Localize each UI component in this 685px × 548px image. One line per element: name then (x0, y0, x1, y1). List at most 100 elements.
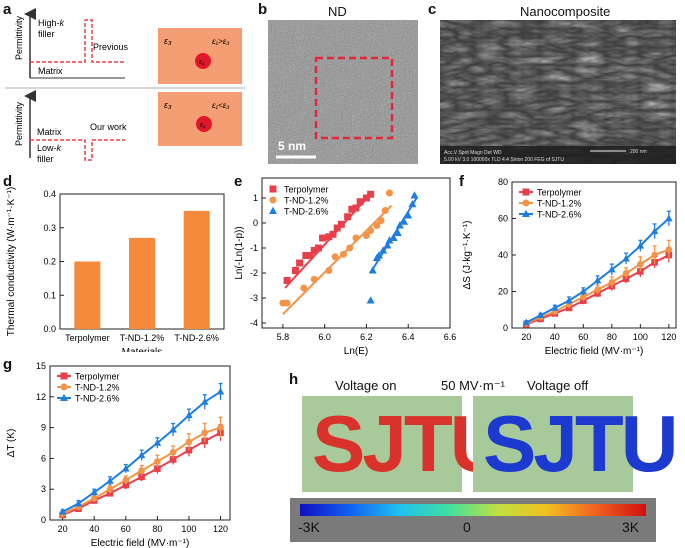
fit-line (282, 204, 393, 315)
x-tick-label: 40 (550, 332, 560, 342)
data-point (622, 254, 630, 262)
data-point (337, 220, 345, 228)
h-voltage-off: Voltage off (527, 378, 589, 393)
legend-marker (522, 199, 530, 207)
data-point (154, 465, 161, 472)
data-point (200, 397, 209, 405)
y-tick-label: 20 (498, 287, 508, 297)
a-tile-top-eps1: ε₁ (199, 59, 205, 66)
data-point (138, 467, 145, 475)
data-point (608, 279, 616, 286)
legend-label: T-ND-1.2% (284, 196, 329, 206)
x-tick-label: 6.2 (360, 332, 373, 342)
a-tile-top-rel: ε₁>ε₃ (212, 37, 229, 46)
a-bottom-filler-2: filler (37, 154, 54, 164)
data-point (310, 275, 318, 283)
data-point (185, 411, 193, 419)
data-point (579, 287, 588, 295)
legend-label: Terpolymer (75, 372, 120, 382)
panel-label-d: d (3, 173, 13, 190)
a-bottom-matrix: Matrix (37, 127, 62, 137)
thermal-image-on: SJTU (302, 396, 507, 492)
x-axis-label: Electric field (MV·m⁻¹) (545, 346, 644, 357)
a-tile-top-eps3: ε₃ (164, 36, 172, 46)
data-point (122, 476, 130, 484)
x-axis-label: Electric field (MV·m⁻¹) (91, 538, 190, 548)
chart-weibull: -4 -3 -2 -1 0 1 5.8 6.0 6.2 6.4 6.6 Ln(E) Ln(-Ln(1-p… (234, 177, 456, 357)
bar (129, 237, 155, 329)
data-point (408, 200, 417, 208)
data-point (367, 227, 375, 234)
a-top-filler-2: filler (38, 29, 55, 39)
legend-marker (60, 383, 68, 391)
data-point (329, 230, 337, 238)
y-tick-label: 0.3 (43, 223, 56, 233)
legend-marker (269, 185, 277, 193)
data-point (339, 250, 347, 258)
data-point (319, 234, 327, 242)
data-point (333, 224, 341, 232)
sem-info-line1: Acc.V Spot Magn Det WD (444, 150, 502, 156)
data-point (594, 286, 601, 293)
a-tile-top-particle (195, 53, 211, 69)
x-tick-label: 120 (213, 524, 228, 534)
x-tick-label: 100 (633, 332, 648, 342)
data-point (410, 191, 419, 199)
data-point (608, 265, 616, 273)
x-tick-label: 80 (607, 332, 617, 342)
x-tick-label: 6.0 (318, 332, 331, 342)
y-tick-label: 1 (253, 193, 258, 203)
data-point (90, 488, 99, 496)
a-tile-bottom-eps1: ε₁ (200, 122, 206, 129)
data-point (352, 234, 360, 242)
data-point (381, 207, 389, 214)
h-voltage-on: Voltage on (335, 378, 397, 393)
a-tile-bottom-particle (196, 116, 212, 132)
data-point (593, 276, 602, 284)
y-tick-label: 9 (41, 423, 46, 433)
data-point (637, 260, 644, 268)
data-point (367, 190, 375, 198)
data-point (169, 425, 177, 433)
data-point (400, 217, 409, 225)
panel-b-title: ND (328, 4, 347, 19)
plot-frame (49, 365, 231, 521)
data-point (169, 456, 177, 463)
y-tick-label: 3 (41, 484, 46, 494)
y-axis-label: ΔT (K) (6, 429, 17, 458)
data-point (373, 222, 381, 229)
a-tile-bottom-eps3: ε₃ (164, 100, 172, 110)
data-point (296, 259, 304, 267)
thermal-image-off: SJTU (473, 396, 678, 492)
panel-label-b: b (258, 1, 268, 18)
data-point (154, 458, 161, 465)
x-tick-label: 40 (89, 524, 99, 534)
a-tile-bottom-rel: ε₁<ε₃ (212, 101, 229, 110)
a-bottom-ylabel: Permittivity (14, 101, 24, 146)
x-tick-label: 20 (521, 332, 531, 342)
data-point (665, 246, 673, 253)
a-bottom-filler-1: Low-k (37, 143, 62, 153)
bar (74, 261, 101, 329)
colorbar-min: -3K (298, 519, 320, 535)
y-tick-label: 0 (253, 218, 258, 228)
colorbar-max: 3K (622, 519, 640, 535)
x-tick-label: 5.8 (277, 332, 290, 342)
legend-label: T-ND-1.2% (75, 383, 120, 393)
data-point (404, 211, 413, 219)
y-tick-label: 0.0 (43, 324, 56, 334)
data-point (379, 246, 388, 254)
data-point (325, 267, 333, 274)
x-axis-label: Materials (122, 347, 163, 352)
y-tick-label: 60 (498, 214, 508, 224)
y-tick-label: 0.2 (43, 257, 56, 267)
legend-marker (60, 372, 68, 380)
sem-info-line2: 5.00 kV 3.0 100000x TLD 4.4 Sirion 200 F… (444, 157, 564, 163)
x-tick-label: 6.6 (444, 332, 456, 342)
data-point (90, 495, 98, 502)
x-tick-label: 100 (181, 524, 196, 534)
x-axis-label: Ln(E) (344, 346, 368, 357)
tem-image: 5 nm (268, 20, 418, 164)
panel-label-e: e (234, 173, 243, 190)
data-point (302, 252, 310, 259)
